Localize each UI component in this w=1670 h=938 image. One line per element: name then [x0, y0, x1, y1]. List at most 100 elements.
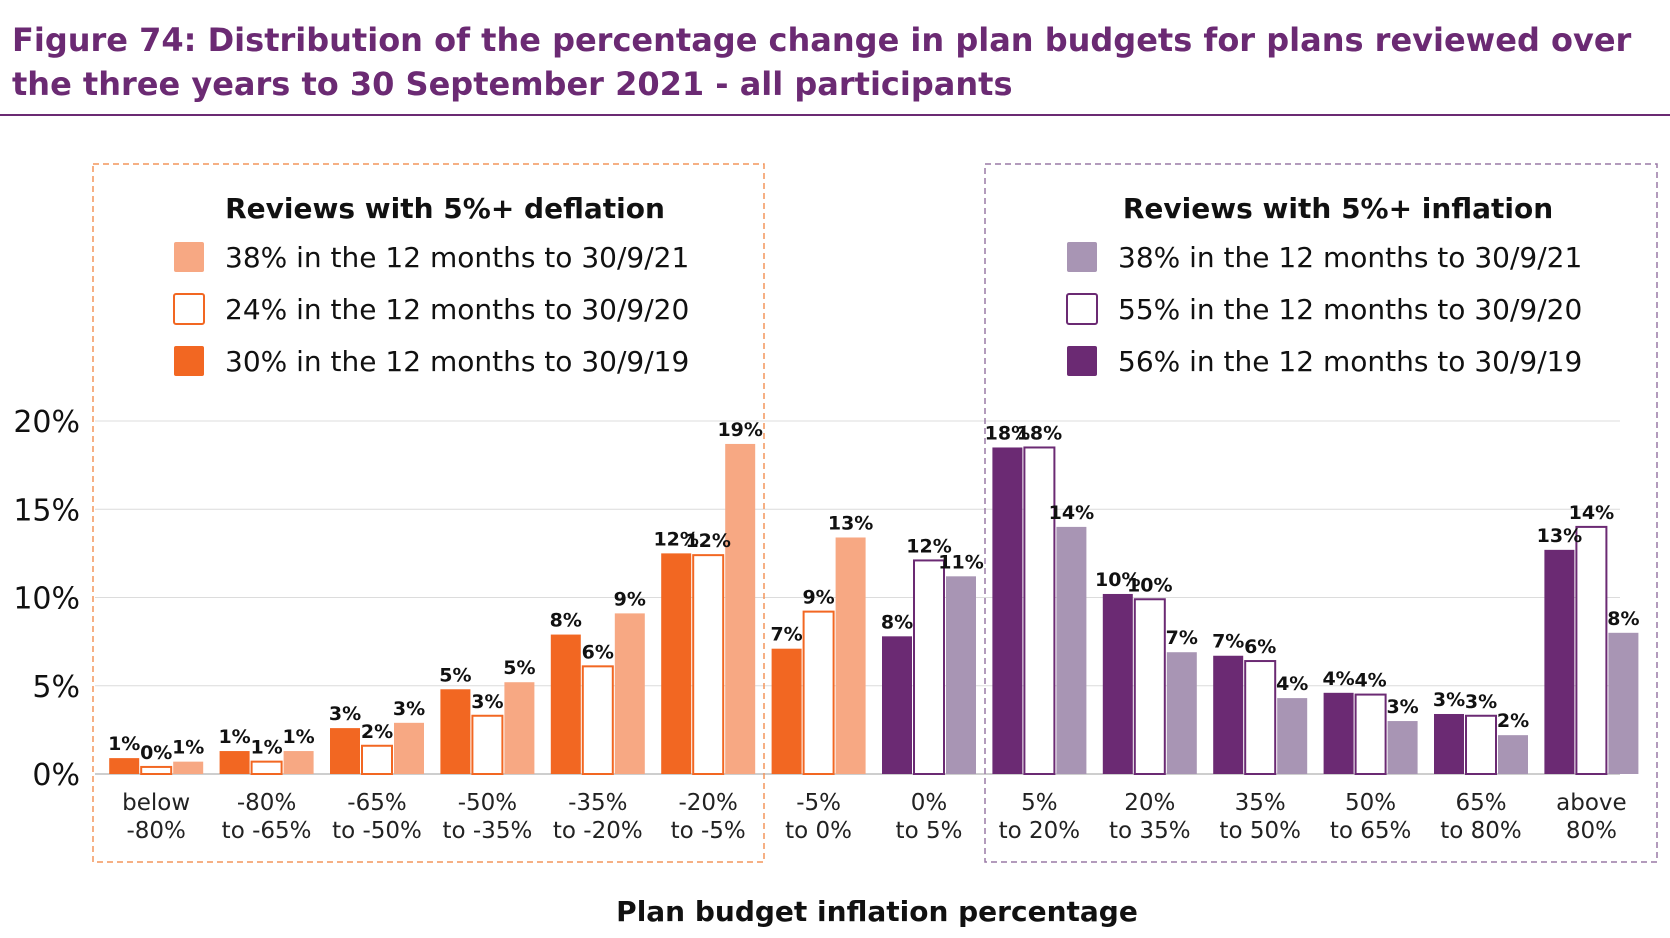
bars — [109, 443, 1639, 776]
deflation-legend-title: Reviews with 5%+ deflation — [225, 192, 665, 225]
data-label-2019-7: 8% — [881, 611, 913, 633]
x-tick-label-line2: to 65% — [1330, 818, 1412, 844]
bar-2021-3 — [504, 682, 535, 774]
data-label-2020-10: 6% — [1244, 636, 1276, 658]
figure-title-line-1: Figure 74: Distribution of the percentag… — [12, 21, 1632, 59]
bar-2019-6 — [771, 648, 802, 774]
bar-2020-2 — [361, 744, 393, 776]
data-label-2019-1: 1% — [218, 726, 250, 748]
group-boxes — [92, 163, 1658, 863]
data-label-2020-4: 6% — [582, 641, 614, 663]
x-tick-label-line2: to -5% — [671, 818, 746, 844]
data-label-2020-9: 10% — [1127, 574, 1172, 596]
inflation-legend-swatch-2019 — [1067, 346, 1097, 376]
data-label-2019-8: 18% — [985, 422, 1030, 444]
y-axis-ticks: 0% 5% 10% 15% 20% — [13, 405, 80, 793]
data-label-2021-2: 3% — [393, 698, 425, 720]
bar-2021-7 — [946, 576, 976, 774]
x-axis-title: Plan budget inflation percentage — [616, 895, 1138, 928]
data-label-2021-4: 9% — [614, 588, 646, 610]
inflation-legend-swatch-2020 — [1066, 293, 1098, 325]
bar-2020-4 — [581, 665, 614, 776]
y-tick-label: 5% — [32, 670, 80, 705]
bar-2021-5 — [725, 443, 756, 774]
bar-2021-0 — [173, 761, 204, 774]
inflation-group-box — [984, 163, 1658, 863]
x-tick-label-line1: 20% — [1124, 790, 1175, 816]
deflation-legend-item-2020: 24% in the 12 months to 30/9/20 — [225, 293, 689, 326]
bar-2019-4 — [550, 634, 581, 774]
bar-2020-6 — [802, 610, 835, 775]
x-tick-label-line2: to 5% — [896, 818, 963, 844]
x-tick-label-line2: 80% — [1566, 818, 1617, 844]
data-label-2021-5: 19% — [717, 419, 762, 441]
x-tick-label-line1: 5% — [1021, 790, 1058, 816]
data-label-2020-11: 4% — [1354, 670, 1386, 692]
bar-2020-3 — [471, 714, 504, 776]
x-tick-label-line1: -20% — [678, 790, 737, 816]
data-labels: 1% 0% 1% 1% 1% 1%3%2%3%5%3%5%8%6%9%12%12%19%7… — [108, 419, 1639, 764]
data-label-2019-6: 7% — [770, 624, 802, 646]
x-tick-label-line2: to 50% — [1219, 818, 1301, 844]
bar-2020-9 — [1133, 598, 1166, 776]
y-tick-label: 20% — [13, 405, 80, 440]
x-tick-label-line1: 50% — [1345, 790, 1396, 816]
bar-2020-5 — [692, 554, 725, 776]
x-tick-label-line2: to -35% — [442, 818, 532, 844]
bar-2021-4 — [614, 613, 645, 774]
bar-2019-10 — [1213, 655, 1244, 774]
bar-2019-5 — [661, 553, 692, 774]
inflation-legend-item-2020: 55% in the 12 months to 30/9/20 — [1118, 293, 1582, 326]
inflation-legend-title: Reviews with 5%+ inflation — [1123, 192, 1553, 225]
bar-2021-13 — [1608, 632, 1639, 774]
figure-title-line-2: the three years to 30 September 2021 - a… — [12, 65, 1013, 103]
data-label-2020-1: 1% — [250, 737, 282, 759]
bar-2019-1 — [219, 751, 250, 774]
data-label-2021-3: 5% — [503, 657, 535, 679]
data-label-2020-6: 9% — [802, 587, 834, 609]
inflation-legend-swatch-2021 — [1067, 242, 1097, 272]
data-label-2020-2: 2% — [361, 721, 393, 743]
bar-2019-9 — [1102, 593, 1133, 774]
bar-2021-1 — [283, 751, 314, 774]
data-label-2020-5: 12% — [685, 530, 730, 552]
bar-2019-2 — [330, 728, 360, 774]
bar-2021-6 — [835, 537, 866, 774]
figure-title: Figure 74: Distribution of the percentag… — [12, 18, 1652, 106]
bar-2019-12 — [1434, 713, 1464, 774]
x-tick-label-line2: to 80% — [1440, 818, 1522, 844]
bar-2021-10 — [1277, 698, 1308, 774]
bar-2019-13 — [1544, 549, 1575, 774]
bar-2020-10 — [1244, 660, 1277, 775]
x-tick-label-line1: -50% — [458, 790, 517, 816]
deflation-legend-swatch-2021 — [174, 242, 204, 272]
x-tick-label-line1: -80% — [237, 790, 296, 816]
data-label-2020-8: 18% — [1017, 422, 1062, 444]
data-label-2019-9: 10% — [1095, 569, 1140, 591]
legends: Reviews with 5%+ deflation 38% in the 12 … — [173, 192, 1582, 378]
inflation-legend-item-2021: 38% in the 12 months to 30/9/21 — [1118, 241, 1582, 274]
x-tick-label-line2: to -20% — [553, 818, 643, 844]
bar-2021-9 — [1166, 652, 1197, 774]
x-tick-label-line1: 35% — [1235, 790, 1286, 816]
bar-2020-1 — [250, 760, 283, 776]
data-label-2021-9: 7% — [1166, 627, 1198, 649]
x-tick-label-line1: -65% — [347, 790, 406, 816]
bar-2020-12 — [1465, 714, 1497, 776]
x-tick-label-line1: below — [122, 790, 190, 816]
x-axis-ticks: below-80%-80%to -65%-65%to -50%-50%to -3… — [122, 790, 1626, 844]
bar-2019-8 — [992, 447, 1023, 774]
inflation-legend-item-2019: 56% in the 12 months to 30/9/19 — [1118, 345, 1582, 378]
data-label-2020-13: 14% — [1569, 502, 1614, 524]
y-tick-label: 0% — [32, 758, 80, 793]
data-label-2021-12: 2% — [1497, 710, 1529, 732]
bar-2020-13 — [1575, 525, 1608, 776]
data-label-2021-1: 1% — [282, 726, 314, 748]
data-label-2021-11: 3% — [1386, 696, 1418, 718]
x-tick-label-line1: above — [1556, 790, 1627, 816]
x-tick-label-line1: -35% — [568, 790, 627, 816]
bar-2021-11 — [1387, 721, 1418, 774]
data-label-2019-12: 3% — [1433, 689, 1465, 711]
data-label-2020-12: 3% — [1465, 691, 1497, 713]
